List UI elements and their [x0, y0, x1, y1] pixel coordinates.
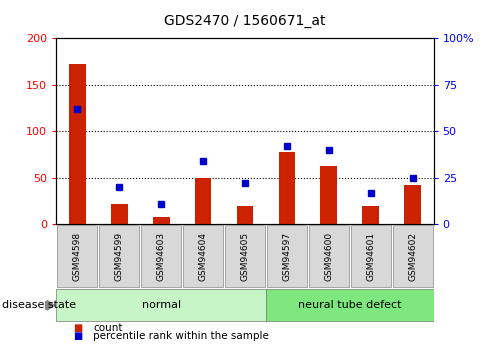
FancyBboxPatch shape: [56, 289, 266, 321]
Text: GSM94603: GSM94603: [157, 231, 166, 281]
Bar: [69, 64, 86, 224]
Text: ■: ■: [74, 323, 83, 333]
Bar: [363, 206, 379, 224]
Text: normal: normal: [142, 300, 181, 310]
Text: GSM94597: GSM94597: [282, 231, 292, 281]
Text: GSM94598: GSM94598: [73, 231, 82, 281]
Text: GSM94604: GSM94604: [198, 231, 208, 281]
Text: disease state: disease state: [2, 300, 76, 310]
Bar: [404, 185, 421, 224]
Bar: [237, 206, 253, 224]
Text: GSM94599: GSM94599: [115, 231, 124, 281]
FancyBboxPatch shape: [351, 225, 391, 287]
FancyBboxPatch shape: [266, 289, 434, 321]
FancyBboxPatch shape: [267, 225, 307, 287]
Text: ■: ■: [74, 332, 83, 341]
Bar: [195, 178, 212, 224]
Text: GSM94600: GSM94600: [324, 231, 333, 281]
FancyBboxPatch shape: [99, 225, 139, 287]
Text: count: count: [93, 323, 122, 333]
Bar: [111, 204, 127, 224]
Bar: [153, 217, 170, 224]
Text: GSM94605: GSM94605: [241, 231, 249, 281]
Bar: [320, 167, 337, 224]
FancyBboxPatch shape: [183, 225, 223, 287]
FancyBboxPatch shape: [392, 225, 433, 287]
FancyBboxPatch shape: [141, 225, 181, 287]
FancyBboxPatch shape: [225, 225, 265, 287]
FancyBboxPatch shape: [57, 225, 98, 287]
Text: GDS2470 / 1560671_at: GDS2470 / 1560671_at: [164, 14, 326, 28]
Text: GSM94602: GSM94602: [408, 231, 417, 281]
FancyArrow shape: [46, 300, 54, 310]
Text: percentile rank within the sample: percentile rank within the sample: [93, 332, 269, 341]
Bar: [278, 151, 295, 224]
Text: GSM94601: GSM94601: [366, 231, 375, 281]
FancyBboxPatch shape: [309, 225, 349, 287]
Text: neural tube defect: neural tube defect: [298, 300, 402, 310]
